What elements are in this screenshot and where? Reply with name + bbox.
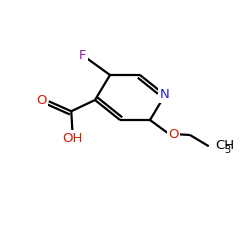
- Text: N: N: [160, 88, 170, 102]
- Text: F: F: [79, 49, 87, 62]
- Text: O: O: [36, 94, 47, 107]
- Text: 3: 3: [224, 145, 230, 155]
- Text: CH: CH: [215, 139, 234, 152]
- Text: OH: OH: [62, 132, 83, 144]
- Text: O: O: [168, 128, 178, 141]
